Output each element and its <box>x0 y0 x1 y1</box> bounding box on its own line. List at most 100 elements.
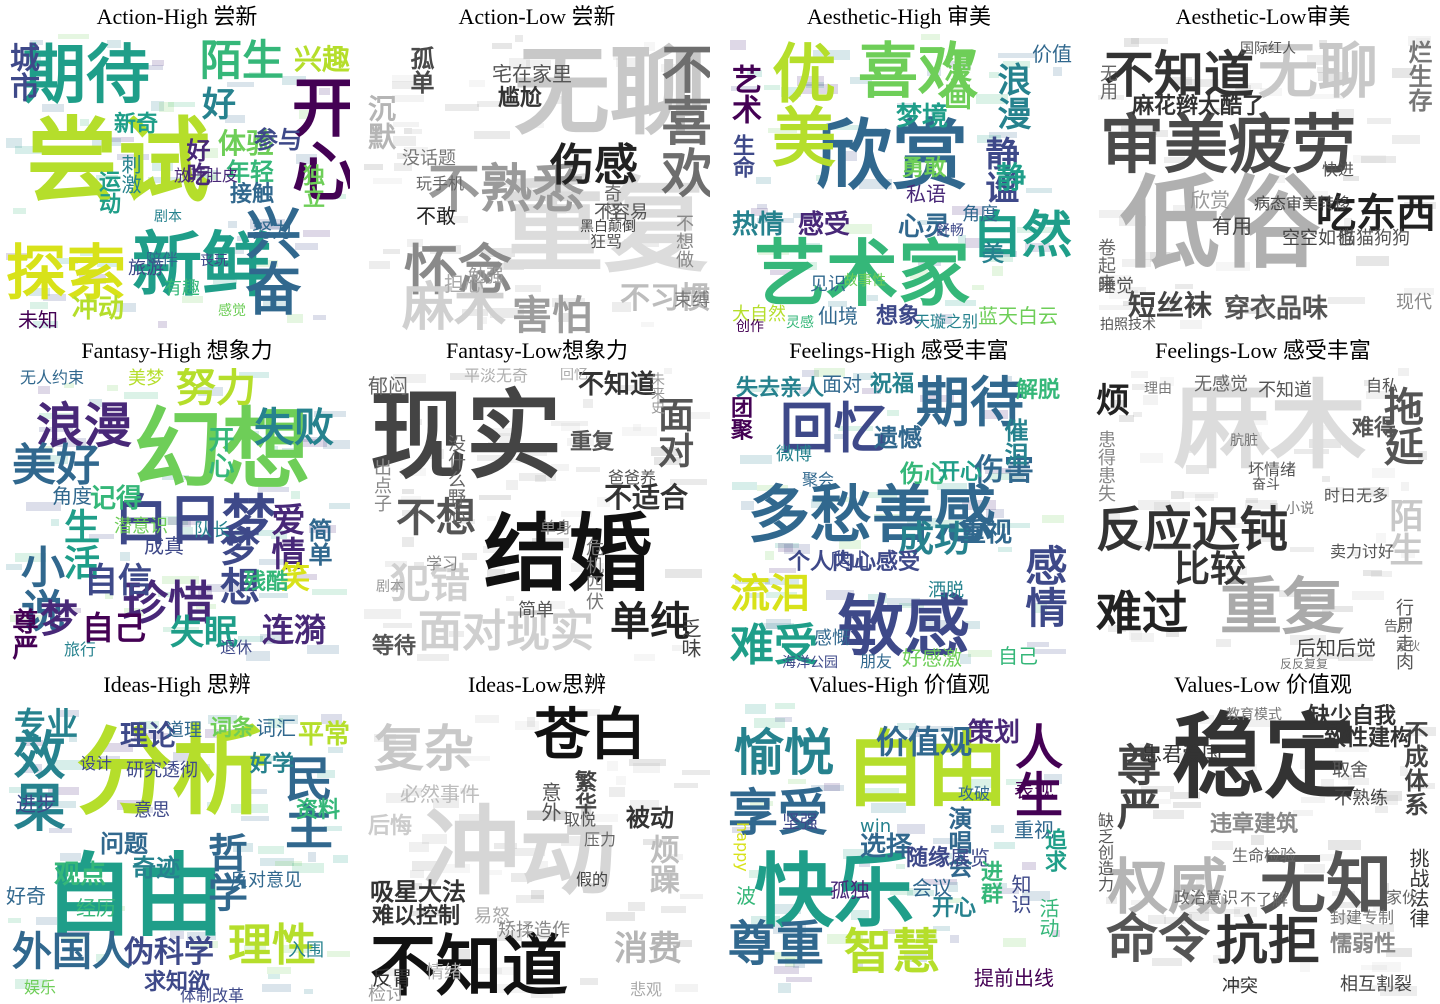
filler-mark <box>1141 786 1174 792</box>
cloud-word: 道理 <box>166 720 202 741</box>
cloud-word: 不成体系 <box>1400 720 1428 816</box>
filler-mark <box>1409 727 1436 736</box>
filler-mark <box>64 930 90 935</box>
filler-mark <box>8 918 21 923</box>
filler-mark <box>1301 239 1313 245</box>
filler-mark <box>515 183 532 192</box>
filler-mark <box>1160 377 1174 386</box>
cloud-word: 被动 <box>626 804 674 832</box>
filler-mark <box>834 434 846 439</box>
filler-mark <box>524 450 547 456</box>
cloud-word: 美 <box>982 242 1005 267</box>
cloud-word: 自由 <box>44 844 224 949</box>
cloud-word: 美好 <box>12 440 100 491</box>
filler-mark <box>291 491 300 499</box>
filler-mark <box>198 590 212 600</box>
filler-mark <box>633 763 660 773</box>
filler-mark <box>97 260 122 267</box>
cloud-word: 现实 <box>370 380 562 492</box>
panel-title: Feelings-High 感受丰富 <box>789 338 1009 363</box>
cloud-word: 效果 <box>4 728 64 832</box>
cloud-word: 新鲜 <box>132 224 272 306</box>
filler-mark <box>168 517 199 525</box>
filler-mark <box>117 800 144 810</box>
filler-mark <box>1353 155 1386 163</box>
cloud-word: 麻木 <box>402 278 507 336</box>
cloud-word: 冲突 <box>1222 976 1258 997</box>
filler-mark <box>39 427 73 432</box>
filler-mark <box>1321 779 1334 789</box>
filler-mark <box>1119 415 1134 422</box>
cloud-word: 故事性 <box>844 273 886 289</box>
cloud-word: 黑白颠倒 <box>580 219 636 235</box>
cloud-word: 遗憾 <box>874 424 922 452</box>
filler-mark <box>385 968 402 976</box>
filler-mark <box>1180 320 1202 329</box>
filler-mark <box>644 42 655 51</box>
cloud-word: 选择 <box>860 832 913 862</box>
cloud-word: 人生 <box>1006 722 1062 818</box>
cloud-word: 麻花辫 <box>1132 94 1199 119</box>
cloud-word: 浪漫 <box>991 62 1031 130</box>
cloud-word: 陌生 <box>1383 498 1423 566</box>
filler-mark <box>1318 72 1349 81</box>
filler-mark <box>197 170 218 180</box>
cloud-word: 穿衣品味 <box>1224 294 1329 324</box>
cloud-word: 表现 <box>1014 778 1054 802</box>
filler-mark <box>664 872 677 878</box>
filler-mark <box>1401 482 1409 491</box>
filler-mark <box>1360 924 1394 932</box>
cloud-word: 年轻 <box>226 158 274 186</box>
filler-mark <box>1254 432 1262 438</box>
filler-mark <box>1278 305 1300 314</box>
filler-mark <box>937 483 967 490</box>
cloud-word: 怀念 <box>404 239 512 302</box>
filler-mark <box>897 723 916 730</box>
filler-mark <box>805 243 820 253</box>
cloud-word: 伤心 <box>900 460 948 488</box>
filler-mark <box>107 40 121 48</box>
cloud-word: 感觉 <box>218 303 246 319</box>
filler-mark <box>488 442 513 447</box>
cloud-word: 学习 <box>426 554 459 573</box>
cloud-word: 吸星大法 <box>370 878 466 906</box>
filler-mark <box>151 101 164 111</box>
cloud-word: 空空如也 <box>1282 228 1354 249</box>
filler-mark <box>1184 914 1192 921</box>
filler-mark <box>397 153 408 159</box>
filler-mark <box>874 514 901 520</box>
cloud-word: 艺术 <box>726 64 761 124</box>
cloud-word: 进步 <box>16 792 56 816</box>
filler-mark <box>654 457 681 465</box>
filler-mark <box>1200 715 1214 724</box>
filler-mark <box>449 631 464 637</box>
cloud-word: 不熟练 <box>1334 788 1388 809</box>
filler-mark <box>965 238 984 248</box>
cloud-word: 行尸走肉 <box>1393 598 1414 670</box>
filler-mark <box>13 208 26 214</box>
panel-title: Action-Low 尝新 <box>458 4 616 29</box>
filler-mark <box>69 733 77 742</box>
filler-mark <box>148 177 184 183</box>
filler-mark <box>312 589 347 595</box>
cloud-word: 伤感 <box>550 140 638 191</box>
cloud-word: 教育模式 <box>1226 707 1282 723</box>
cloud-word: 不想 <box>396 495 476 541</box>
filler-mark <box>527 188 536 194</box>
filler-mark <box>213 274 237 284</box>
filler-mark <box>641 322 654 327</box>
filler-mark <box>1392 68 1414 78</box>
filler-mark <box>801 84 838 94</box>
filler-mark <box>828 301 847 307</box>
filler-mark <box>1017 227 1053 233</box>
filler-mark <box>838 426 873 431</box>
cloud-word: 求知欲 <box>144 970 211 995</box>
cloud-word: 消费 <box>614 929 682 969</box>
cloud-word: 自己 <box>82 609 147 647</box>
filler-mark <box>260 634 281 642</box>
cloud-word: 仙境 <box>818 304 858 328</box>
filler-mark <box>225 115 245 123</box>
word-cloud: 多愁善感 敏感 期待 回忆 流泪 难受 感情 成功 重视 伤害 伤心 开心 遗憾 祝福 失去亲人 面对 解脱 催泪… <box>726 368 1072 670</box>
cloud-word: 潜意识 <box>114 516 168 537</box>
filler-mark <box>747 70 762 77</box>
